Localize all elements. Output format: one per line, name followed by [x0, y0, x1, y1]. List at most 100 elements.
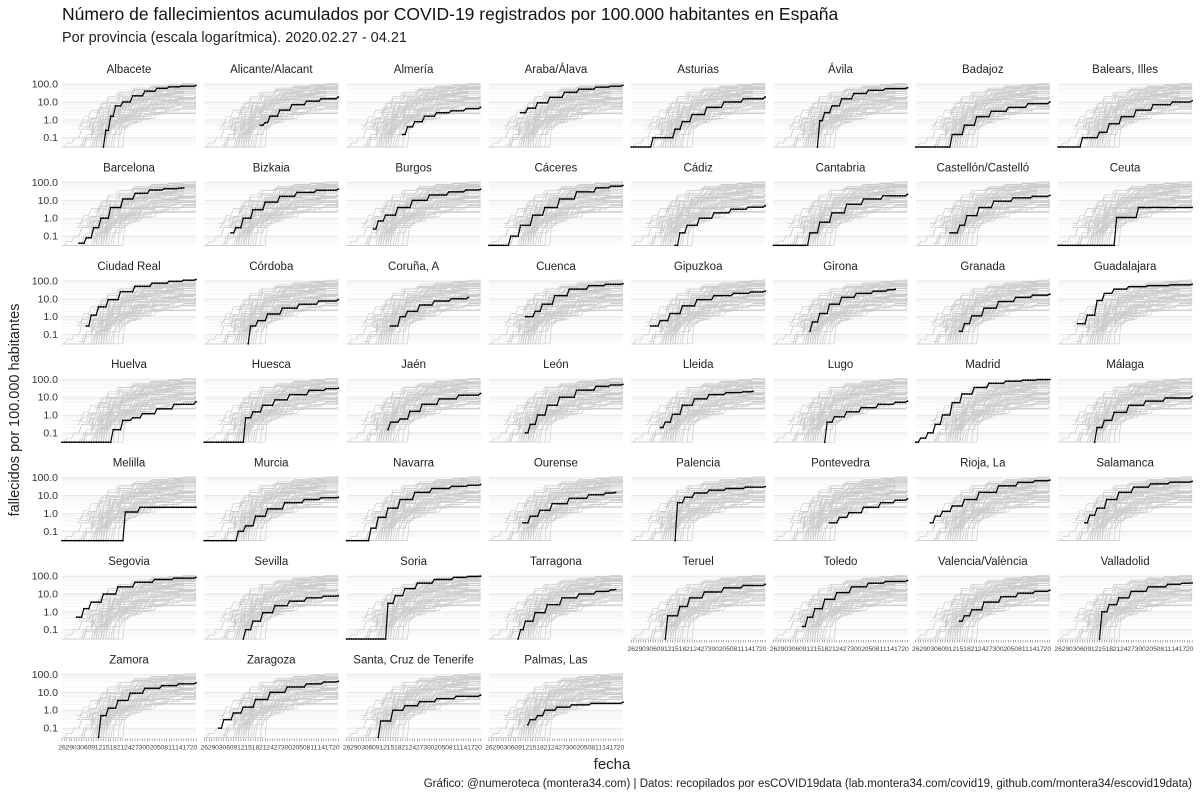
- data-point: [247, 416, 250, 419]
- facet-panel: Lleida: [631, 359, 766, 443]
- data-point: [416, 410, 419, 413]
- data-point: [997, 200, 1000, 203]
- data-point: [165, 87, 168, 90]
- data-point: [394, 507, 397, 509]
- background-series-line: [390, 97, 481, 130]
- data-point: [1135, 404, 1137, 407]
- data-point: [541, 414, 544, 416]
- background-series-line: [650, 480, 766, 521]
- data-point: [831, 421, 833, 423]
- data-point: [539, 214, 541, 217]
- data-point: [614, 85, 617, 87]
- data-point: [249, 416, 252, 419]
- data-point: [619, 283, 622, 286]
- data-point: [163, 506, 166, 509]
- data-point: [320, 389, 323, 392]
- data-point: [816, 232, 819, 234]
- data-point: [1125, 115, 1128, 118]
- data-point: [392, 325, 394, 327]
- data-point: [870, 198, 872, 200]
- data-point: [325, 496, 327, 499]
- data-point: [914, 146, 917, 148]
- data-point: [749, 206, 752, 209]
- data-point: [713, 393, 715, 396]
- background-series-line: [1072, 85, 1193, 126]
- data-point: [732, 208, 735, 211]
- data-point: [1029, 196, 1032, 199]
- data-point: [411, 410, 414, 413]
- data-point: [377, 220, 380, 222]
- data-point: [710, 106, 713, 109]
- data-point: [698, 492, 701, 494]
- data-point: [305, 100, 308, 103]
- data-point: [418, 491, 421, 494]
- data-point: [269, 508, 271, 510]
- data-point: [1132, 285, 1135, 288]
- data-point: [688, 120, 691, 123]
- data-point: [747, 486, 749, 488]
- background-series-line: [218, 287, 339, 335]
- facet-panel: Araba/Álava: [488, 63, 624, 148]
- background-series-line: [687, 400, 766, 425]
- data-point: [978, 315, 980, 317]
- data-point: [1046, 294, 1049, 296]
- data-point: [63, 441, 66, 444]
- data-point: [1041, 195, 1044, 198]
- background-series-line: [650, 283, 766, 325]
- data-point: [644, 146, 647, 148]
- data-point: [146, 506, 149, 509]
- data-point: [752, 291, 754, 293]
- data-point: [460, 297, 462, 300]
- background-series-line: [100, 103, 197, 148]
- data-point: [1179, 206, 1181, 209]
- data-point: [465, 297, 467, 300]
- data-point: [573, 497, 576, 500]
- data-point: [529, 423, 532, 426]
- data-point: [604, 492, 607, 494]
- data-point: [1093, 441, 1096, 444]
- facet-title: León: [543, 359, 569, 371]
- data-point: [163, 282, 166, 285]
- data-point: [1183, 397, 1186, 399]
- data-point: [1046, 195, 1049, 198]
- data-point: [80, 242, 83, 245]
- background-series-line: [76, 385, 197, 434]
- background-series-line: [631, 83, 766, 148]
- data-point: [708, 489, 711, 492]
- data-point: [725, 294, 728, 297]
- data-point: [210, 539, 213, 542]
- data-point: [1157, 284, 1159, 287]
- background-series-line: [515, 87, 623, 130]
- data-point: [759, 291, 762, 293]
- data-point: [587, 191, 590, 193]
- data-point: [674, 312, 676, 315]
- data-point: [112, 115, 115, 118]
- data-point: [443, 300, 445, 302]
- background-series-line: [235, 104, 339, 148]
- data-point: [664, 421, 667, 423]
- data-point: [327, 496, 330, 499]
- data-point: [747, 390, 749, 393]
- data-point: [102, 146, 105, 148]
- data-point: [95, 226, 97, 229]
- background-series-line: [62, 280, 197, 345]
- data-point: [1088, 244, 1091, 247]
- data-point: [973, 214, 976, 217]
- data-point: [276, 399, 279, 401]
- data-point: [669, 136, 672, 139]
- data-point: [143, 412, 146, 415]
- data-point: [640, 146, 642, 148]
- data-point: [939, 423, 942, 426]
- data-point: [1096, 299, 1098, 302]
- data-point: [799, 244, 802, 247]
- data-point: [850, 97, 853, 100]
- data-point: [681, 404, 684, 407]
- facet-title: Barcelona: [103, 162, 155, 174]
- data-point: [585, 88, 588, 91]
- data-point: [259, 411, 262, 413]
- data-point: [151, 506, 154, 509]
- data-point: [399, 498, 402, 501]
- data-point: [592, 191, 595, 193]
- data-point: [274, 115, 276, 118]
